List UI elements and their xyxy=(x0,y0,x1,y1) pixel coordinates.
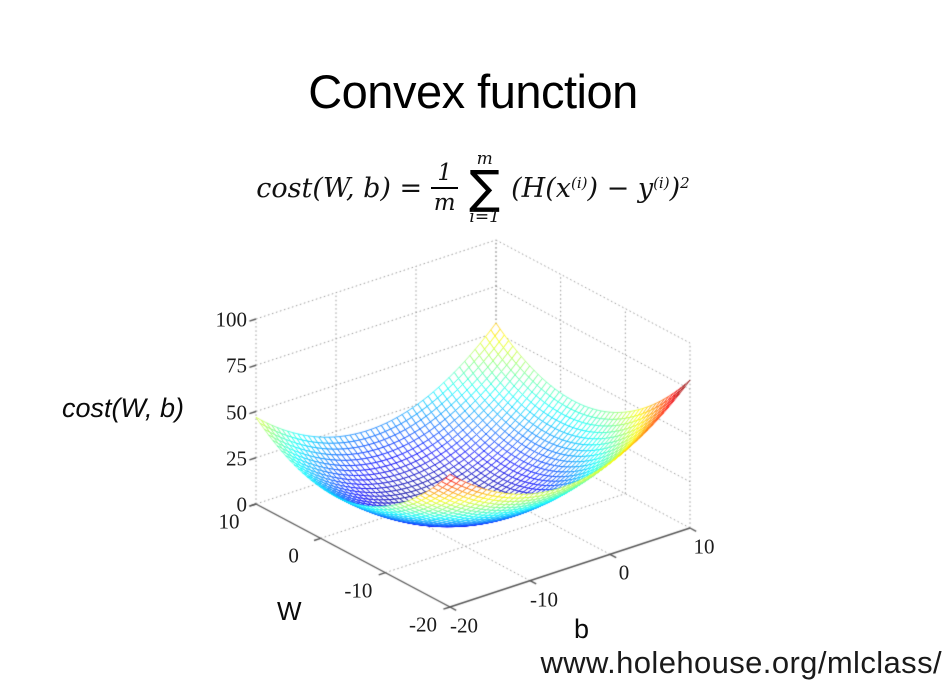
z-tick-label: 100 xyxy=(215,307,248,332)
z-axis-label: cost(W, b) xyxy=(62,393,185,423)
z-tick-label: 25 xyxy=(226,446,247,471)
b-tick-label: 0 xyxy=(618,560,630,585)
z-tick-label: 0 xyxy=(236,492,248,517)
w-tick-label: -10 xyxy=(344,578,373,603)
w-axis-label: W xyxy=(277,596,302,626)
b-axis-label: b xyxy=(574,614,590,644)
source-url: www.holehouse.org/mlclass/ xyxy=(540,645,942,680)
z-tick-label: 50 xyxy=(226,400,247,424)
z-tick-label: 75 xyxy=(226,353,247,378)
b-tick-label: -10 xyxy=(530,587,558,612)
b-tick-label: 10 xyxy=(693,534,715,559)
w-tick-label: -20 xyxy=(409,612,437,637)
w-tick-label: 0 xyxy=(288,543,299,568)
b-tick-label: -20 xyxy=(450,613,478,638)
w-tick-label: 10 xyxy=(218,509,240,534)
